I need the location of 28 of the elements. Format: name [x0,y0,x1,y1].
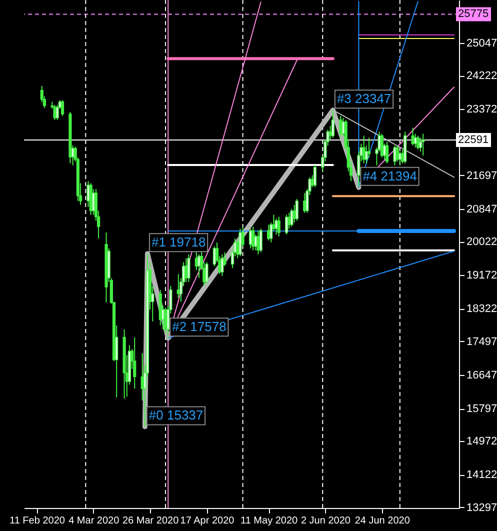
y-tick-label: 16647 [466,369,497,382]
x-tick-label: 2 Jun 2020 [300,516,351,526]
x-tick-label: 24 Jun 2020 [354,516,410,526]
y-tick-label: 17497 [466,336,497,348]
annotation: #3 23347 [336,91,392,106]
x-tick-label: 11 Feb 2020 [10,516,66,526]
x-tick-label: 26 Mar 2020 [122,516,180,526]
ref-line-label: 22591 [458,134,489,146]
x-tick-label: 17 Apr 2020 [180,516,235,526]
annotation: #4 21394 [362,168,417,184]
x-tick-label: 4 Mar 2020 [68,516,120,526]
y-tick-label: 14972 [466,436,497,448]
y-tick-label: 24222 [466,70,497,82]
y-tick-label: 25047 [466,37,497,50]
annotation: #1 19718 [151,234,206,250]
annotation: #2 17578 [172,319,226,334]
y-tick-label: 19172 [466,270,497,282]
y-tick-label: 23372 [466,104,497,116]
y-tick-label: 21697 [466,170,497,182]
y-tick-label: 18322 [466,303,497,316]
annotation: #0 15337 [148,408,204,423]
y-tick-label: 20847 [466,203,497,216]
y-tick-label: 20022 [466,236,497,248]
y-tick-label: 13297 [466,502,497,514]
ref-line-label: 25775 [458,8,489,20]
x-tick-label: 11 May 2020 [240,516,298,526]
y-tick-label: 15797 [466,403,497,416]
y-tick-label: 14122 [466,469,497,482]
